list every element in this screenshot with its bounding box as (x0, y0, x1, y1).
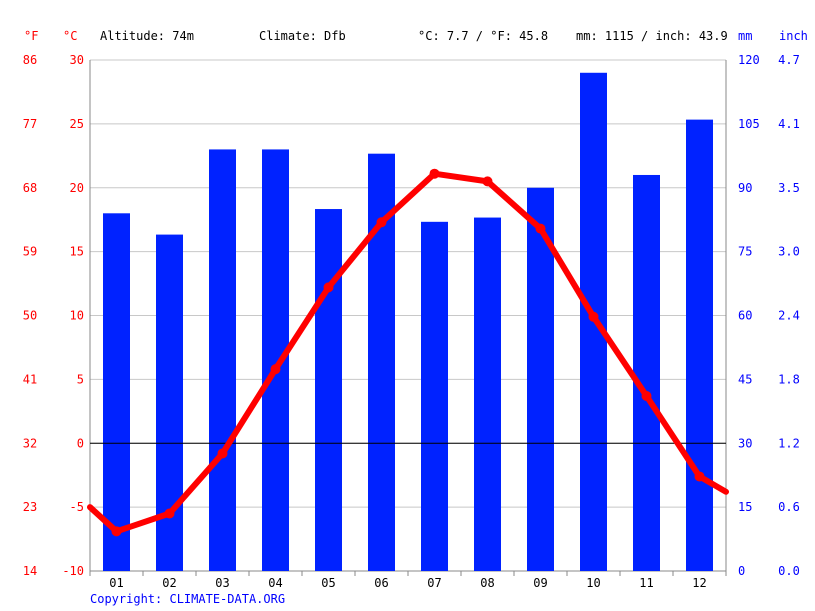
x-tick-label: 06 (374, 576, 388, 590)
y-tick-label: 0.6 (778, 500, 800, 514)
y-tick-label: 25 (70, 117, 84, 131)
y-tick-label: 120 (738, 53, 760, 67)
x-tick-label: 05 (321, 576, 335, 590)
y-tick-label: 23 (23, 500, 37, 514)
temperature-point (482, 176, 493, 187)
y-tick-label: 59 (23, 245, 37, 259)
y-tick-label: 0 (738, 564, 745, 578)
precipitation-bars (103, 72, 713, 572)
temperature-point (164, 508, 175, 519)
y-tick-label: 15 (70, 245, 84, 259)
x-tick-label: 01 (109, 576, 123, 590)
copyright-link[interactable]: Copyright: CLIMATE-DATA.ORG (90, 592, 285, 606)
temperature-summary: °C: 7.7 / °F: 45.8 (418, 29, 548, 43)
temperature-point (270, 364, 281, 375)
y-tick-label: 0.0 (778, 564, 800, 578)
altitude-label: Altitude: 74m (100, 29, 194, 43)
temperature-point (323, 282, 334, 293)
x-axis-ticks: 01 02 03 04 05 06 07 08 09 10 11 12 (89, 571, 727, 590)
y-tick-label: -10 (62, 564, 84, 578)
y-tick-label: 68 (23, 181, 37, 195)
y-tick-label: 4.1 (778, 117, 800, 131)
y-tick-label: 75 (738, 245, 752, 259)
y-tick-label: 41 (23, 372, 37, 386)
climate-label: Climate: Dfb (259, 29, 346, 43)
x-tick-label: 03 (215, 576, 229, 590)
temperature-point (535, 223, 546, 234)
y-tick-label: 5 (77, 372, 84, 386)
temperature-point (588, 311, 599, 322)
precipitation-bar (103, 213, 130, 572)
temperature-point (641, 390, 652, 401)
temperature-line (87, 168, 729, 537)
y-tick-label: 2.4 (778, 309, 800, 323)
precipitation-bar (474, 217, 501, 571)
y-axis-celsius: 30 25 20 15 10 5 0 -5 -10 (62, 53, 84, 578)
x-tick-label: 12 (692, 576, 706, 590)
precipitation-bar (527, 187, 554, 571)
precipitation-bar (686, 119, 713, 571)
y-tick-label: -5 (70, 500, 84, 514)
y-tick-label: 30 (738, 436, 752, 450)
y-tick-label: 15 (738, 500, 752, 514)
y-tick-label: 3.5 (778, 181, 800, 195)
y-tick-label: 30 (70, 53, 84, 67)
x-tick-label: 08 (480, 576, 494, 590)
y-tick-label: 14 (23, 564, 37, 578)
unit-mm-label: mm (738, 29, 752, 43)
temperature-point (111, 526, 122, 537)
x-tick-label: 02 (162, 576, 176, 590)
precipitation-bar (262, 149, 289, 572)
precipitation-bar (209, 149, 236, 572)
y-tick-label: 60 (738, 309, 752, 323)
precipitation-bar (156, 234, 183, 571)
y-tick-label: 1.8 (778, 372, 800, 386)
precipitation-bar (421, 221, 448, 572)
y-tick-label: 77 (23, 117, 37, 131)
precipitation-bar (633, 174, 660, 571)
y-tick-label: 4.7 (778, 53, 800, 67)
temperature-point (694, 471, 705, 482)
unit-celsius-label: °C (63, 29, 77, 43)
y-tick-label: 10 (70, 309, 84, 323)
x-tick-label: 11 (639, 576, 653, 590)
y-tick-label: 86 (23, 53, 37, 67)
y-tick-label: 45 (738, 372, 752, 386)
x-tick-label: 04 (268, 576, 282, 590)
x-tick-label: 09 (533, 576, 547, 590)
y-axis-fahrenheit: 86 77 68 59 50 41 32 23 14 (23, 53, 37, 578)
temperature-point (376, 217, 387, 228)
y-axis-inch: 4.7 4.1 3.5 3.0 2.4 1.8 1.2 0.6 0.0 (778, 53, 800, 578)
y-tick-label: 1.2 (778, 436, 800, 450)
y-tick-label: 50 (23, 309, 37, 323)
temperature-point (217, 448, 228, 459)
y-tick-label: 3.0 (778, 245, 800, 259)
y-tick-label: 20 (70, 181, 84, 195)
y-axis-mm: 120 105 90 75 60 45 30 15 0 (738, 53, 760, 578)
temperature-point (429, 168, 440, 179)
x-tick-label: 07 (427, 576, 441, 590)
temperature-path (87, 170, 729, 535)
y-tick-label: 32 (23, 436, 37, 450)
y-tick-label: 105 (738, 117, 760, 131)
precipitation-summary: mm: 1115 / inch: 43.9 (576, 29, 728, 43)
unit-inch-label: inch (779, 29, 808, 43)
precipitation-bar (315, 209, 342, 571)
unit-fahrenheit-label: °F (24, 29, 38, 43)
x-tick-label: 10 (586, 576, 600, 590)
y-tick-label: 0 (77, 436, 84, 450)
y-tick-label: 90 (738, 181, 752, 195)
